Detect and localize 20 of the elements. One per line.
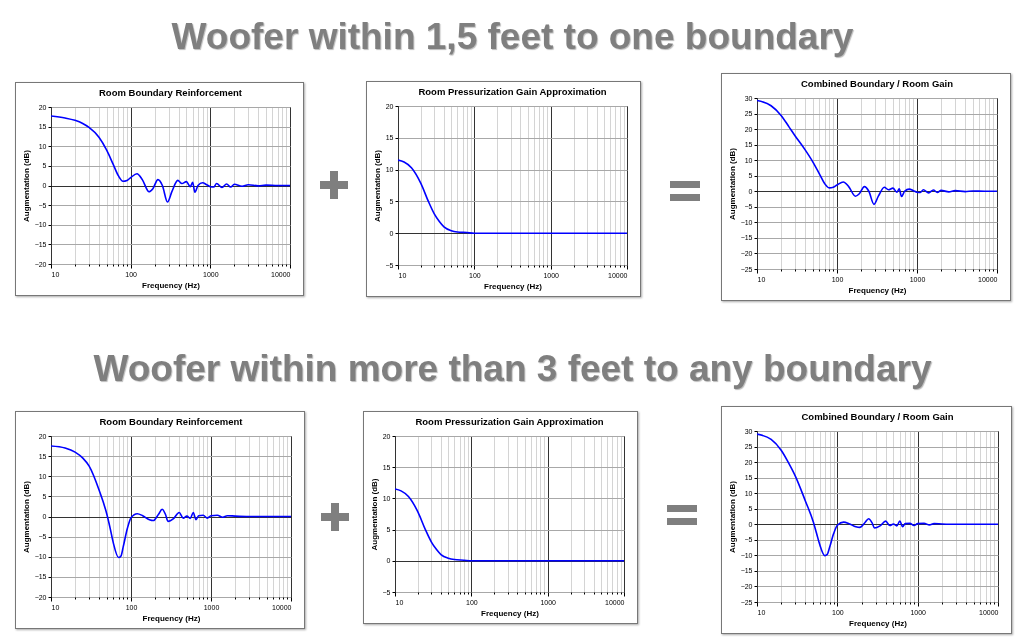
- y-axis-title: Augmentation (dB): [369, 478, 379, 551]
- x-axis-title: Frequency (Hz): [848, 285, 907, 295]
- chart-title: Room Pressurization Gain Approximation: [415, 415, 604, 427]
- y-axis-title: Augmentation (dB): [727, 147, 737, 220]
- text: Woofer within 1,5 feet to one boundary: [170, 16, 855, 58]
- y-axis-title: Augmentation (dB): [727, 480, 737, 553]
- chart-title: Room Boundary Reinforcement: [98, 86, 243, 98]
- x-axis-title: Frequency (Hz): [849, 618, 908, 628]
- text: Woofer within more than 3 feet to any boundary: [92, 348, 933, 390]
- y-axis-title: Augmentation (dB): [21, 149, 31, 222]
- x-axis-title: Frequency (Hz): [481, 608, 540, 618]
- y-axis-title: Augmentation (dB): [372, 149, 382, 222]
- y-axis-title: Augmentation (dB): [21, 480, 31, 553]
- chart-title: Room Boundary Reinforcement: [99, 415, 244, 427]
- x-axis-title: Frequency (Hz): [484, 281, 543, 291]
- x-axis-title: Frequency (Hz): [142, 613, 201, 623]
- chart-title: Room Pressurization Gain Approximation: [418, 85, 607, 97]
- chart-title: Combined Boundary / Room Gain: [801, 410, 954, 422]
- chart-title: Combined Boundary / Room Gain: [800, 77, 954, 89]
- x-axis-title: Frequency (Hz): [142, 280, 201, 290]
